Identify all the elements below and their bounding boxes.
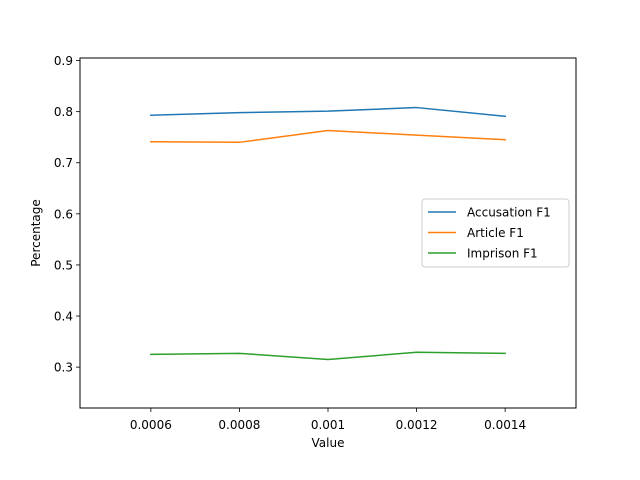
series-line-2 <box>150 351 506 361</box>
legend-box <box>421 198 570 268</box>
x-axis-label: Value <box>312 436 345 450</box>
x-tick-label-3: 0.0012 <box>396 418 438 432</box>
legend-label-1: Article F1 <box>467 226 524 240</box>
y-tick-label-4: 0.7 <box>54 156 73 170</box>
y-tick-label-2: 0.5 <box>54 258 73 272</box>
plot-lines <box>150 106 506 361</box>
y-tick-label-5: 0.8 <box>54 105 73 119</box>
legend-label-0: Accusation F1 <box>467 206 551 220</box>
x-tick-label-1: 0.0008 <box>218 418 260 432</box>
y-axis: 0.3 0.4 0.5 0.6 0.7 0.8 0.9 <box>54 54 80 375</box>
x-tick-label-0: 0.0006 <box>130 418 172 432</box>
y-tick-label-0: 0.3 <box>54 361 73 375</box>
series-line-1 <box>150 129 506 144</box>
y-tick-label-3: 0.6 <box>54 207 73 221</box>
y-tick-label-1: 0.4 <box>54 310 73 324</box>
x-tick-label-4: 0.0014 <box>484 418 526 432</box>
x-tick-label-2: 0.001 <box>311 418 345 432</box>
legend-label-2: Imprison F1 <box>467 247 538 261</box>
y-axis-label: Percentage <box>29 199 43 267</box>
x-axis: 0.0006 0.0008 0.001 0.0012 0.0014 <box>130 408 526 432</box>
legend: Accusation F1 Article F1 Imprison F1 <box>421 198 570 268</box>
series-line-0 <box>150 106 506 118</box>
y-tick-label-6: 0.9 <box>54 54 73 68</box>
